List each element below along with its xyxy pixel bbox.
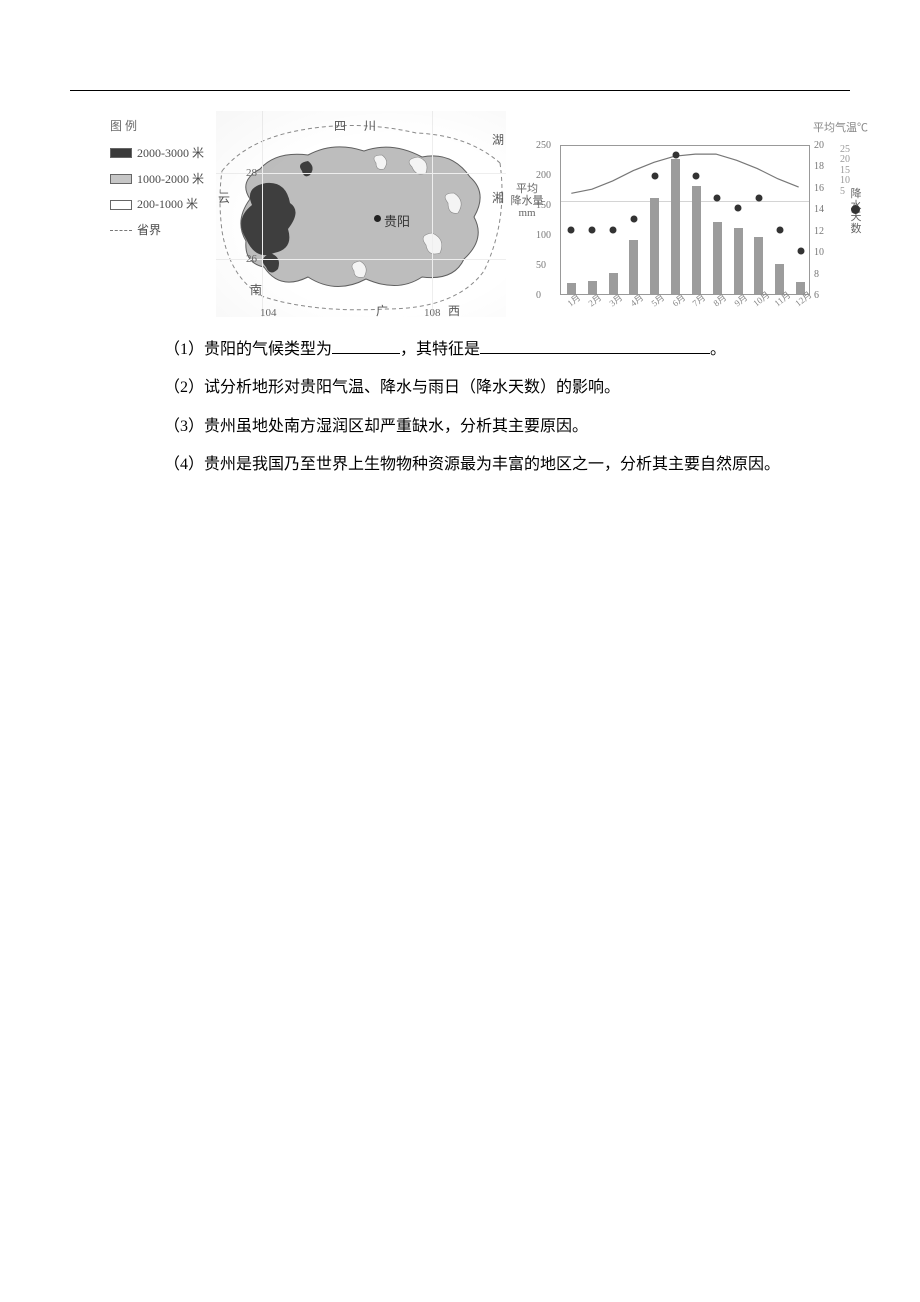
- axis-tick: 15: [840, 165, 850, 176]
- rain-day-dot: [755, 194, 762, 201]
- axis-tick: 14: [814, 204, 824, 215]
- lbl-hunan: 湘: [492, 189, 504, 206]
- axis-tick: 100: [536, 230, 551, 241]
- lbl-xi: 西: [448, 302, 460, 319]
- figure-row: 图 例 2000-3000 米 1000-2000 米200-1000 米 省界: [70, 111, 850, 317]
- rain-day-dot: [651, 173, 658, 180]
- top-rule: [70, 90, 850, 91]
- axis-temp-label: 平均气温℃: [813, 119, 868, 135]
- question-list: （1）贵阳的气候类型为 ，其特征是 。 （2）试分析地形对贵阳气温、降水与雨日（降水…: [70, 331, 850, 485]
- page: 图 例 2000-3000 米 1000-2000 米200-1000 米 省界: [0, 0, 920, 485]
- lbl-hubei: 湖: [492, 131, 504, 148]
- axis-tick: 0: [536, 290, 541, 301]
- legend-boundary-label: 省界: [137, 219, 161, 242]
- lbl-guang: 广: [376, 302, 388, 319]
- rain-day-dot: [735, 205, 742, 212]
- q1: （1）贵阳的气候类型为 ，其特征是 。: [164, 331, 850, 369]
- rain-day-dot: [589, 226, 596, 233]
- precip-bar: [754, 237, 763, 294]
- rain-day-dot: [672, 151, 679, 158]
- axis-tick: 6: [814, 290, 819, 301]
- lbl-yun: 云: [218, 189, 230, 206]
- axis-tick: 20: [840, 154, 850, 165]
- precip-bar: [650, 198, 659, 294]
- axis-tick: 10: [814, 247, 824, 258]
- legend-row: 200-1000 米: [110, 193, 204, 216]
- elevation-map: 四 川 云 南 湖 湘 广 西 28 26 104 108 贵阳: [216, 111, 506, 317]
- swatch-icon: [110, 148, 132, 158]
- axis-tick: 16: [814, 183, 824, 194]
- city-dot: [374, 215, 381, 222]
- axis-tick: 18: [814, 161, 824, 172]
- axis-tick: 150: [536, 200, 551, 211]
- dash-icon: [110, 230, 132, 231]
- rain-day-dot: [610, 226, 617, 233]
- rain-day-dot: [797, 248, 804, 255]
- lng-108: 108: [424, 307, 441, 319]
- city-label: 贵阳: [384, 211, 410, 230]
- precip-bar: [692, 186, 701, 294]
- rain-day-dot: [630, 216, 637, 223]
- axis-tick: 25: [840, 144, 850, 155]
- axis-tick: 50: [536, 260, 546, 271]
- legend-label: 2000-3000 米: [137, 142, 204, 165]
- rain-days-marker-icon: [851, 205, 860, 214]
- swatch-icon: [110, 200, 132, 210]
- axis-tick: 10: [840, 175, 850, 186]
- rain-day-dot: [714, 194, 721, 201]
- axis-tick: 5: [840, 186, 845, 197]
- q3: （3）贵州虽地处南方湿润区却严重缺水，分析其主要原因。: [164, 408, 850, 446]
- lng-104: 104: [260, 307, 277, 319]
- axis-tick: 250: [536, 140, 551, 151]
- q1-b: ，其特征是: [400, 341, 480, 358]
- legend-title: 图 例: [110, 115, 204, 138]
- rain-day-dot: [693, 173, 700, 180]
- rain-day-dot: [568, 226, 575, 233]
- legend-row: 1000-2000 米: [110, 168, 204, 191]
- axis-tick: 8: [814, 269, 819, 280]
- plot-area: 1月2月3月4月5月6月7月8月9月10月11月12月: [560, 145, 810, 295]
- climate-chart: 平均气温℃ 平均 降水量 mm 降 水 天 数 1月2月3月4月5月6月7月8月…: [518, 111, 858, 317]
- legend-row: 2000-3000 米: [110, 142, 204, 165]
- q2: （2）试分析地形对贵阳气温、降水与雨日（降水天数）的影响。: [164, 369, 850, 407]
- precip-bar: [713, 222, 722, 294]
- q1-c: 。: [710, 341, 726, 358]
- legend-label: 200-1000 米: [137, 193, 198, 216]
- precip-bar: [734, 228, 743, 294]
- precip-bar: [629, 240, 638, 294]
- swatch-icon: [110, 174, 132, 184]
- lat-26: 26: [246, 253, 257, 265]
- legend-label: 1000-2000 米: [137, 168, 204, 191]
- lat-28: 28: [246, 167, 257, 179]
- axis-tick: 20: [814, 140, 824, 151]
- lbl-sichuan: 四 川: [334, 117, 379, 134]
- temperature-line: [561, 146, 809, 295]
- precip-bar: [671, 159, 680, 294]
- q1-a: （1）贵阳的气候类型为: [164, 341, 332, 358]
- lbl-nan: 南: [250, 281, 262, 298]
- blank-climate-type[interactable]: [332, 338, 400, 354]
- legend-boundary: 省界: [110, 219, 204, 242]
- blank-climate-feature[interactable]: [480, 338, 710, 354]
- rain-day-dot: [776, 226, 783, 233]
- axis-tick: 12: [814, 226, 824, 237]
- q4: （4）贵州是我国乃至世界上生物物种资源最为丰富的地区之一，分析其主要自然原因。: [164, 446, 850, 484]
- map-legend: 图 例 2000-3000 米 1000-2000 米200-1000 米 省界: [110, 111, 204, 245]
- axis-tick: 200: [536, 170, 551, 181]
